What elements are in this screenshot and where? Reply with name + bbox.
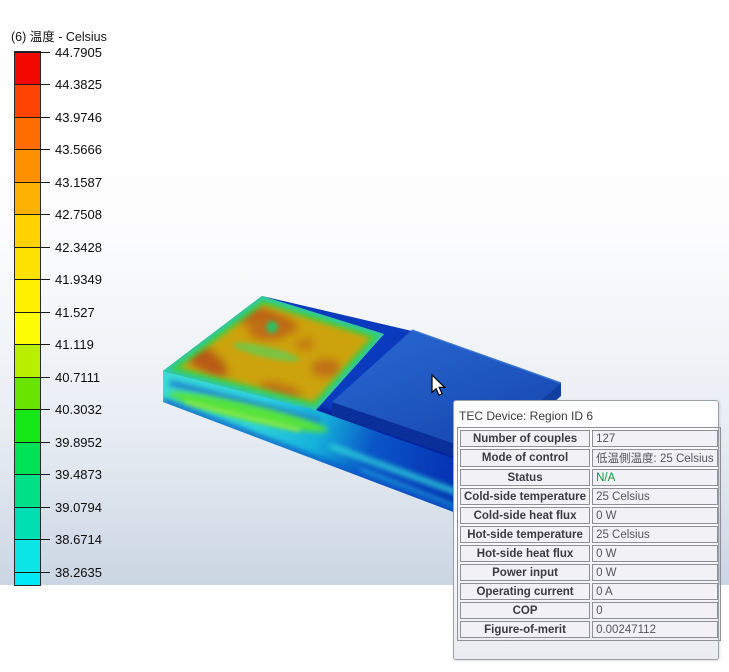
tec-row-label: Power input <box>460 564 591 581</box>
tec-row-value: 0 W <box>592 507 718 524</box>
legend-segment <box>15 279 40 312</box>
tec-row-label: Number of couples <box>460 430 591 447</box>
legend-tick <box>15 246 50 248</box>
legend-tick <box>15 539 50 540</box>
tec-row-label: Cold-side heat flux <box>460 507 591 524</box>
legend-segment <box>15 442 40 475</box>
legend-segment <box>15 214 40 247</box>
legend-tick-label: 39.0794 <box>55 499 102 515</box>
legend-tick-label: 43.5666 <box>55 142 102 157</box>
legend-segment <box>15 247 40 280</box>
legend-tick <box>15 214 50 215</box>
legend-segment <box>15 377 40 410</box>
legend-tick <box>15 344 50 345</box>
legend-segment <box>15 312 40 345</box>
legend-tick-label: 42.7508 <box>55 207 102 222</box>
legend-segment <box>15 84 40 117</box>
legend-tick <box>15 506 50 508</box>
tec-row-value: 25 Celsius <box>592 488 718 505</box>
tec-row-value: 低温側温度: 25 Celsius <box>592 449 718 467</box>
legend-tick <box>15 116 50 118</box>
legend-tick-label: 39.4873 <box>55 467 102 482</box>
legend-tick-label: 43.9746 <box>55 109 102 125</box>
tec-row-label: Operating current <box>460 583 591 600</box>
legend-segment <box>15 507 40 540</box>
legend-tick-label: 41.9349 <box>55 272 102 287</box>
tec-row-label: Hot-side temperature <box>460 526 591 543</box>
tec-table-row: Cold-side temperature 25 Celsius <box>460 488 718 505</box>
legend-tick <box>15 279 50 280</box>
legend-tick-label: 38.2635 <box>55 564 102 580</box>
legend-segment <box>15 409 40 442</box>
tec-row-label: Hot-side heat flux <box>460 545 591 562</box>
temperature-legend: (6) 温度 - Celsius 44.7905 44.3825 43.9746 43… <box>0 0 120 600</box>
legend-tick <box>15 311 50 313</box>
tec-tooltip-title: TEC Device: Region ID 6 <box>459 409 594 423</box>
legend-tick-label: 43.1587 <box>55 174 102 190</box>
tec-row-label: Figure-of-merit <box>460 621 591 638</box>
legend-tick-label: 40.3032 <box>55 402 102 417</box>
legend-tick-label: 44.3825 <box>55 77 102 92</box>
legend-tick <box>15 84 50 85</box>
tec-properties-table: Number of couples 127 Mode of control 低温側温度… <box>457 427 721 641</box>
tec-row-value: 0 W <box>592 545 718 562</box>
legend-tick-label: 41.119 <box>55 337 94 352</box>
tec-device-tooltip: TEC Device: Region ID 6 Number of couple… <box>453 400 721 660</box>
legend-tick-label: 41.527 <box>55 304 95 320</box>
legend-segment <box>15 149 40 182</box>
legend-segment <box>15 117 40 150</box>
legend-tick-label: 42.3428 <box>55 239 102 255</box>
legend-title: (6) 温度 - Celsius <box>11 30 107 44</box>
legend-tick-label: 39.8952 <box>55 434 102 450</box>
tec-table-row: Number of couples 127 <box>460 430 718 447</box>
tec-table-row: Power input 0 W <box>460 564 718 581</box>
legend-tick <box>15 181 50 183</box>
legend-tick <box>15 474 50 475</box>
tec-table-row: COP 0 <box>460 602 718 619</box>
tec-row-value: 127 <box>592 430 718 447</box>
tec-row-value: 0.00247112 <box>592 621 718 638</box>
tec-table-row: Figure-of-merit 0.00247112 <box>460 621 718 638</box>
tec-row-label: COP <box>460 602 591 619</box>
mouse-cursor-icon <box>431 373 447 396</box>
tec-row-label: Cold-side temperature <box>460 488 591 505</box>
tec-row-value: 0 A <box>592 583 718 600</box>
tec-row-label: Mode of control <box>460 449 591 467</box>
legend-segment <box>15 52 40 85</box>
plate-front-face <box>163 371 480 522</box>
tec-table-row: Hot-side temperature 25 Celsius <box>460 526 718 543</box>
legend-segment <box>15 474 40 507</box>
tec-row-value: 0 W <box>592 564 718 581</box>
legend-segment <box>15 572 40 585</box>
legend-segment <box>15 539 40 572</box>
legend-tick <box>15 409 50 410</box>
tec-table-row: Hot-side heat flux 0 W <box>460 545 718 562</box>
tec-row-value: N/A <box>592 469 718 486</box>
tec-table-row: Mode of control 低温側温度: 25 Celsius <box>460 449 718 467</box>
legend-tick <box>15 441 50 443</box>
legend-color-bar <box>14 51 41 586</box>
tec-table-row: Status N/A <box>460 469 718 486</box>
legend-tick <box>15 149 50 150</box>
legend-tick <box>15 376 50 378</box>
tec-row-value: 0 <box>592 602 718 619</box>
tec-contour-surface <box>163 296 384 410</box>
legend-segment <box>15 182 40 215</box>
legend-tick <box>15 51 50 53</box>
legend-tick-label: 40.7111 <box>55 369 101 385</box>
legend-tick-label: 44.7905 <box>55 44 102 60</box>
legend-tick-label: 38.6714 <box>55 532 102 547</box>
legend-segment <box>15 344 40 377</box>
legend-tick <box>15 571 50 573</box>
tec-row-value: 25 Celsius <box>592 526 718 543</box>
tec-table-row: Operating current 0 A <box>460 583 718 600</box>
tec-table-row: Cold-side heat flux 0 W <box>460 507 718 524</box>
tec-row-label: Status <box>460 469 591 486</box>
